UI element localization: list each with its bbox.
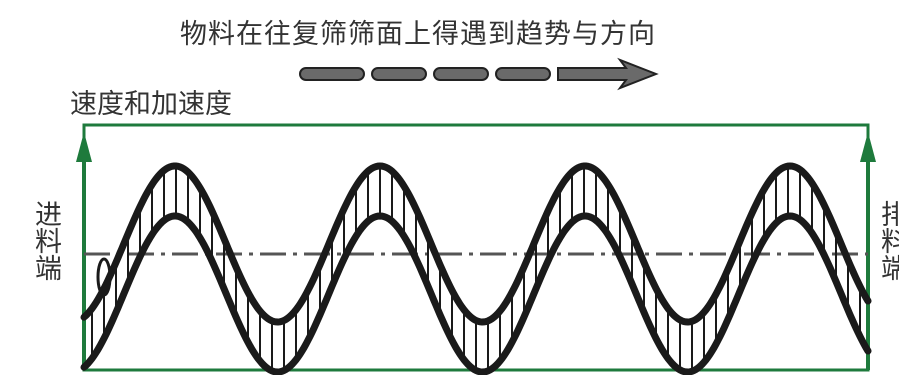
direction-arrow bbox=[299, 57, 659, 91]
upper-wave-curve bbox=[80, 162, 872, 326]
left-vertical-arrow bbox=[76, 132, 92, 370]
diagram-title: 物料在往复筛筛面上得遇到趋势与方向 bbox=[180, 19, 656, 50]
discharge-end-label: 排料端 bbox=[876, 200, 899, 281]
velocity-acceleration-label: 速度和加速度 bbox=[70, 89, 232, 120]
lower-wave-curve bbox=[80, 212, 872, 375]
right-vertical-arrow bbox=[860, 132, 876, 370]
feed-end-label: 进料端 bbox=[30, 200, 61, 281]
feed-end-loop bbox=[96, 257, 112, 297]
